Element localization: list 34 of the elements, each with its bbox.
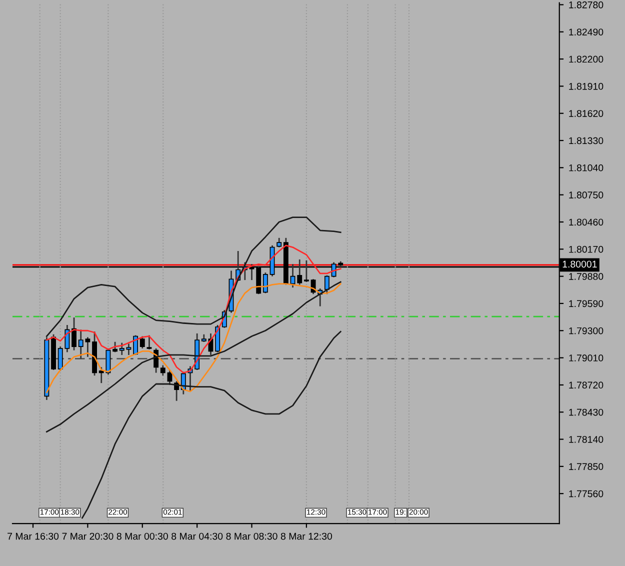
candlestick [262, 272, 268, 294]
x-tick-label: 7 Mar 20:30 [62, 532, 114, 540]
y-tick-label: 1.79880 [569, 273, 604, 280]
y-tick-label: 1.81910 [569, 82, 604, 90]
y-tick-label: 1.81620 [569, 110, 604, 117]
y-tick-label: 1.79300 [569, 327, 604, 334]
candlestick [72, 316, 76, 351]
x-tick-label: 8 Mar 12:30 [280, 532, 332, 540]
y-tick-label: 1.78720 [569, 382, 604, 389]
candlestick [140, 336, 145, 350]
y-tick-label: 1.80460 [569, 218, 604, 226]
x-tick-label: 7 Mar 16:30 [8, 532, 59, 540]
y-tick-label: 1.81330 [569, 137, 604, 144]
candlestick [146, 334, 152, 350]
candlestick [324, 274, 330, 295]
y-tick-label: 1.82200 [569, 56, 604, 63]
y-tick-label: 1.77560 [569, 490, 604, 498]
y-tick-label: 1.81040 [569, 164, 604, 172]
x-tick-label: 8 Mar 04:30 [172, 532, 223, 540]
y-tick-label: 1.80750 [569, 192, 604, 198]
x-tick-label: 8 Mar 08:30 [226, 532, 278, 540]
y-tick-label: 1.79010 [569, 354, 604, 362]
y-tick-label: 1.79590 [569, 300, 604, 308]
y-tick-label: 1.80170 [569, 246, 604, 253]
ref-line-label: 1.80001 [562, 260, 597, 268]
y-tick-label: 1.78430 [569, 408, 604, 416]
y-tick-label: 1.78140 [569, 436, 604, 443]
candlestick [160, 364, 166, 376]
candlestick [112, 341, 118, 353]
x-tick-label: 8 Mar 00:30 [116, 532, 168, 540]
y-tick-label: 1.82490 [569, 28, 604, 36]
y-tick-label: 1.77850 [569, 463, 604, 470]
y-tick-label: 1.82780 [569, 1, 604, 8]
candlestick [276, 237, 282, 248]
